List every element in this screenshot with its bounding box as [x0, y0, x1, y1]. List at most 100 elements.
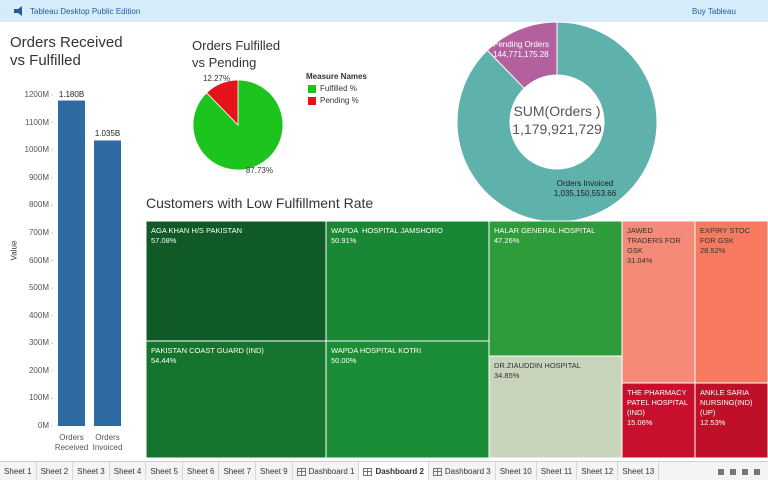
tab-label: Sheet 11	[540, 467, 573, 476]
donut-center-value: 1,179,921,729	[512, 121, 602, 137]
legend-label: Fulfilled %	[320, 84, 357, 93]
nav-button[interactable]	[730, 468, 736, 475]
bar-value-label: 1.180B	[58, 89, 85, 99]
tile-value: 47.26%	[494, 236, 520, 245]
sheet-tab[interactable]: Sheet 9	[256, 462, 293, 480]
chart-title: Customers with Low Fulfillment Rate	[146, 195, 374, 211]
segment-value: 1,035,150,553.66	[553, 189, 617, 198]
x-tick-label: Orders Invoiced	[92, 433, 123, 452]
sheet-tab[interactable]: Dashboard 1	[293, 462, 360, 480]
legend-title: Measure Names	[306, 72, 367, 81]
bar-value-label: 1.035B	[94, 129, 121, 139]
donut-segment	[456, 21, 658, 223]
y-tick-label: 500M	[28, 283, 49, 293]
treemap-tile	[488, 355, 623, 459]
buy-link[interactable]: Buy Tableau	[692, 7, 736, 16]
tile-value: 28.52%	[700, 246, 726, 255]
app-title: Tableau Desktop Public Edition	[30, 7, 141, 16]
sheet-tab[interactable]: Sheet 5	[146, 462, 183, 480]
tile-name: HALAR GENERAL HOSPITAL 47.26%	[494, 226, 617, 246]
segment-value: 144,771,175.28	[493, 50, 549, 59]
treemap-tile	[145, 220, 327, 342]
nav-button[interactable]	[718, 468, 724, 475]
pie-value-label: 12.27%	[202, 73, 231, 83]
tab-label: Sheet 3	[77, 467, 105, 476]
treemap-tile	[145, 340, 327, 459]
nav-button[interactable]	[742, 468, 748, 475]
dashboard-icon	[296, 467, 306, 476]
announce-icon	[14, 6, 22, 16]
dashboard-icon	[363, 467, 373, 476]
tab-label: Dashboard 2	[375, 467, 424, 476]
sheet-tab[interactable]: Sheet 2	[37, 462, 74, 480]
tab-label: Sheet 12	[581, 467, 614, 476]
tab-nav[interactable]	[718, 468, 760, 475]
tile-value: 50.00%	[331, 356, 357, 365]
tile-value: 31.04%	[627, 256, 653, 265]
sheet-tab[interactable]: Sheet 1	[0, 462, 37, 480]
segment-name: Pending Orders	[493, 40, 550, 49]
tab-label: Sheet 7	[223, 467, 252, 476]
y-tick-label: 300M	[28, 338, 49, 348]
tab-label: Dashboard 3	[444, 467, 491, 476]
tab-label: Sheet 13	[622, 467, 655, 476]
tab-label: Sheet 5	[150, 467, 178, 476]
legend-swatch	[308, 97, 316, 105]
tile-name: EXPIRY STOC FOR GSK 28.52%	[700, 226, 763, 256]
tab-label: Dashboard 1	[308, 467, 355, 476]
y-tick-label: 400M	[28, 310, 49, 320]
x-tick-label: Orders Received	[54, 433, 89, 452]
tab-label: Sheet 10	[499, 467, 532, 476]
sheet-tab[interactable]: Sheet 3	[73, 462, 110, 480]
y-tick-label: 200M	[28, 365, 49, 375]
sheet-tab[interactable]: Sheet 13	[618, 462, 660, 480]
tile-name: PAKISTAN COAST GUARD (IND) 54.44%	[151, 346, 321, 366]
tile-name: WAPDA HOSPITAL KOTRI 50.00%	[331, 346, 484, 366]
dashboard-icon	[432, 467, 442, 476]
tab-label: Sheet 6	[186, 467, 215, 476]
sheet-tab[interactable]: Sheet 10	[496, 462, 537, 480]
treemap-tile	[621, 382, 696, 459]
nav-button[interactable]	[754, 468, 760, 475]
tile-name: ANKLE SARIA NURSING(IND) (UP) 12.53%	[700, 388, 763, 428]
tab-label: Sheet 9	[260, 467, 288, 476]
sheet-tab[interactable]: Dashboard 2	[359, 462, 429, 480]
sheet-tab[interactable]: Sheet 12	[577, 462, 619, 480]
y-tick-label: 600M	[28, 255, 49, 265]
chart-title: Orders Fulfilled vs Pending	[192, 38, 284, 70]
y-tick-label: 900M	[28, 172, 49, 182]
legend-label: Pending %	[320, 96, 359, 105]
tile-value: 50.91%	[331, 236, 357, 245]
sheet-tab[interactable]: Sheet 7	[219, 462, 257, 480]
tile-name: THE PHARMACY PATEL HOSPITAL (IND) 15.06%	[627, 388, 690, 427]
sheet-tab[interactable]: Sheet 4	[110, 462, 147, 480]
tile-value: 54.44%	[151, 356, 177, 365]
legend-swatch	[308, 85, 316, 93]
y-tick-label: 800M	[28, 200, 49, 210]
treemap-tile	[488, 220, 623, 357]
y-tick-label: 1200M	[24, 90, 49, 99]
top-bar: Tableau Desktop Public Edition Buy Table…	[0, 0, 768, 22]
pie-slice	[206, 79, 239, 126]
tab-label: Sheet 4	[113, 467, 142, 476]
tile-value: 15.06%	[627, 418, 653, 427]
tile-value: 12.53%	[700, 418, 726, 427]
y-tick-label: 0M	[37, 421, 49, 430]
y-tick-label: 100M	[28, 393, 49, 403]
y-tick-label: 1000M	[24, 145, 49, 155]
tab-label: Sheet 1	[4, 467, 32, 476]
treemap-tile	[621, 220, 696, 384]
sheet-tab[interactable]: Dashboard 3	[429, 462, 496, 480]
bar	[94, 140, 121, 426]
tab-label: Sheet 2	[40, 467, 69, 476]
sheet-tab[interactable]: Sheet 6	[183, 462, 220, 480]
pie-value-label: 87.73%	[245, 166, 273, 176]
donut-segment	[486, 21, 558, 89]
tile-value: 57.08%	[151, 236, 177, 245]
tile-name: DR.ZIAUDDIN HOSPITAL 34.85%	[494, 361, 617, 381]
tile-name: WAPDA HOSPITAL JAMSHORO 50.91%	[331, 226, 484, 246]
y-tick-label: 1100M	[25, 117, 49, 127]
sheet-tab[interactable]: Sheet 11	[537, 462, 578, 480]
treemap-tile	[694, 382, 768, 459]
